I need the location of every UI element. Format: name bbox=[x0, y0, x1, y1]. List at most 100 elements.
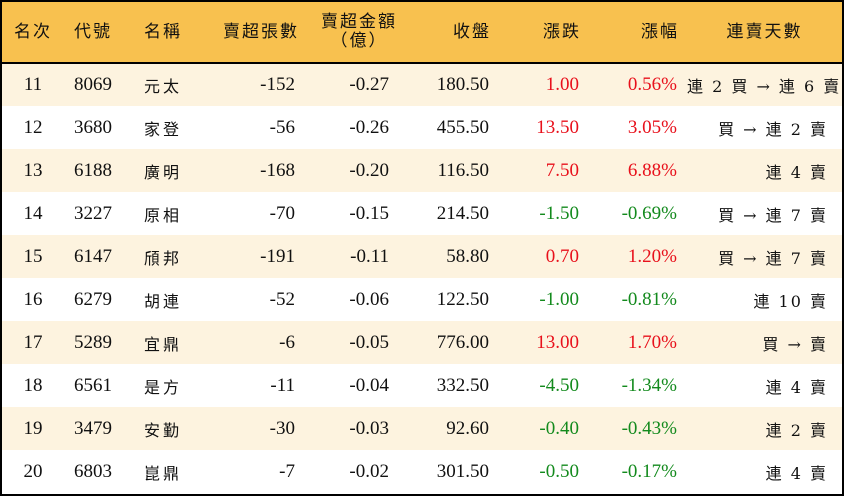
price-change-cell: 13.50 bbox=[536, 116, 579, 138]
sell-sheets-cell: -52 bbox=[269, 288, 295, 310]
stock-name-cell: 安勤 bbox=[144, 420, 183, 440]
stock-code-cell: 6561 bbox=[74, 374, 112, 396]
sell-streak-cell: 連 4 賣 bbox=[765, 162, 828, 182]
header-sell-amount-line1: 賣超金額 bbox=[321, 12, 397, 32]
header-sell-sheets: 賣超張數 bbox=[212, 2, 307, 64]
header-code: 代號 bbox=[64, 2, 126, 64]
sell-sheets-cell: -56 bbox=[269, 116, 295, 138]
stock-code-cell: 3227 bbox=[74, 202, 112, 224]
header-name: 名稱 bbox=[126, 2, 212, 64]
price-change-pct-cell: 6.88% bbox=[627, 159, 677, 181]
stock-code-cell: 5289 bbox=[74, 331, 112, 353]
price-change-cell: -1.00 bbox=[539, 288, 579, 310]
sell-amount-cell: -0.15 bbox=[349, 202, 389, 224]
rank-cell: 15 bbox=[23, 245, 43, 267]
close-price-cell: 214.50 bbox=[436, 202, 489, 224]
sell-streak-cell: 買 → 連 2 賣 bbox=[718, 119, 828, 139]
price-change-cell: -4.50 bbox=[539, 374, 579, 396]
close-price-cell: 180.50 bbox=[436, 74, 489, 95]
stock-name-cell: 廣明 bbox=[144, 162, 183, 182]
table-row: 19 3479 安勤 -30 -0.03 92.60 -0.40 -0.43% … bbox=[2, 407, 842, 450]
close-price-cell: 116.50 bbox=[437, 159, 489, 181]
rank-cell: 13 bbox=[23, 159, 43, 181]
close-price-cell: 776.00 bbox=[436, 331, 489, 353]
table-row: 18 6561 是方 -11 -0.04 332.50 -4.50 -1.34%… bbox=[2, 364, 842, 407]
rank-cell: 20 bbox=[23, 460, 43, 482]
sell-sheets-cell: -11 bbox=[270, 374, 295, 396]
table-row: 17 5289 宜鼎 -6 -0.05 776.00 13.00 1.70% 買… bbox=[2, 321, 842, 364]
table-row: 12 3680 家登 -56 -0.26 455.50 13.50 3.05% … bbox=[2, 106, 842, 149]
price-change-cell: 1.00 bbox=[545, 74, 579, 95]
sell-sheets-cell: -191 bbox=[260, 245, 295, 267]
rank-cell: 14 bbox=[23, 202, 43, 224]
stock-name-cell: 頎邦 bbox=[144, 248, 183, 268]
header-streak: 連賣天數 bbox=[687, 2, 842, 64]
sell-streak-cell: 買 → 賣 bbox=[762, 334, 828, 354]
sell-streak-cell: 連 2 賣 bbox=[765, 420, 828, 440]
stock-name-cell: 家登 bbox=[144, 119, 183, 139]
stock-name-cell: 胡連 bbox=[144, 291, 183, 311]
close-price-cell: 332.50 bbox=[436, 374, 489, 396]
rank-cell: 19 bbox=[23, 417, 43, 439]
table-header: 名次 代號 名稱 賣超張數 賣超金額 （億） 收盤 漲跌 漲幅 連賣天數 bbox=[2, 2, 842, 64]
stock-name-cell: 崑鼎 bbox=[144, 463, 183, 483]
table-body: 11 8069 元太 -152 -0.27 180.50 1.00 0.56% … bbox=[2, 63, 842, 493]
price-change-cell: -0.40 bbox=[539, 417, 579, 439]
price-change-pct-cell: -0.43% bbox=[621, 417, 677, 439]
sell-amount-cell: -0.27 bbox=[349, 74, 389, 95]
header-sell-amount: 賣超金額 （億） bbox=[307, 2, 407, 64]
table-row: 11 8069 元太 -152 -0.27 180.50 1.00 0.56% … bbox=[2, 63, 842, 106]
stock-code-cell: 6147 bbox=[74, 245, 112, 267]
table-row: 16 6279 胡連 -52 -0.06 122.50 -1.00 -0.81%… bbox=[2, 278, 842, 321]
header-change: 漲跌 bbox=[507, 2, 597, 64]
sell-sheets-cell: -6 bbox=[279, 331, 295, 353]
stock-name-cell: 元太 bbox=[144, 77, 183, 96]
rank-cell: 18 bbox=[23, 374, 43, 396]
price-change-cell: 0.70 bbox=[545, 245, 579, 267]
sell-amount-cell: -0.03 bbox=[349, 417, 389, 439]
sell-streak-cell: 連 4 賣 bbox=[765, 463, 828, 483]
sell-sheets-cell: -152 bbox=[260, 74, 295, 95]
sell-streak-cell: 連 4 賣 bbox=[765, 377, 828, 397]
price-change-pct-cell: -0.69% bbox=[621, 202, 677, 224]
sell-amount-cell: -0.20 bbox=[349, 159, 389, 181]
price-change-pct-cell: 3.05% bbox=[627, 116, 677, 138]
close-price-cell: 58.80 bbox=[446, 245, 489, 267]
sell-sheets-cell: -70 bbox=[269, 202, 295, 224]
close-price-cell: 301.50 bbox=[436, 460, 489, 482]
stock-name-cell: 原相 bbox=[144, 205, 183, 225]
stock-code-cell: 6803 bbox=[74, 460, 112, 482]
price-change-cell: 13.00 bbox=[536, 331, 579, 353]
table-row: 14 3227 原相 -70 -0.15 214.50 -1.50 -0.69%… bbox=[2, 192, 842, 235]
rank-cell: 16 bbox=[23, 288, 43, 310]
sell-sheets-cell: -168 bbox=[260, 159, 295, 181]
price-change-pct-cell: -0.81% bbox=[621, 288, 677, 310]
rank-cell: 11 bbox=[23, 74, 43, 95]
price-change-pct-cell: 0.56% bbox=[627, 74, 677, 95]
stock-code-cell: 8069 bbox=[74, 74, 112, 95]
price-change-cell: 7.50 bbox=[545, 159, 579, 181]
close-price-cell: 455.50 bbox=[436, 116, 489, 138]
table-row: 20 6803 崑鼎 -7 -0.02 301.50 -0.50 -0.17% … bbox=[2, 450, 842, 493]
sell-sheets-cell: -30 bbox=[269, 417, 295, 439]
sell-streak-cell: 買 → 連 7 賣 bbox=[718, 248, 828, 268]
sell-amount-cell: -0.04 bbox=[349, 374, 389, 396]
sell-amount-cell: -0.06 bbox=[349, 288, 389, 310]
sell-streak-cell: 連 10 賣 bbox=[753, 291, 828, 311]
sell-streak-cell: 買 → 連 7 賣 bbox=[718, 205, 828, 225]
price-change-pct-cell: -1.34% bbox=[621, 374, 677, 396]
stock-code-cell: 3479 bbox=[74, 417, 112, 439]
sell-streak-cell: 連 2 買 → 連 6 賣 bbox=[687, 77, 842, 96]
header-sell-amount-line2: （億） bbox=[330, 31, 388, 51]
sell-sheets-cell: -7 bbox=[279, 460, 295, 482]
sell-amount-cell: -0.02 bbox=[349, 460, 389, 482]
close-price-cell: 122.50 bbox=[436, 288, 489, 310]
price-change-pct-cell: 1.70% bbox=[627, 331, 677, 353]
sell-amount-cell: -0.26 bbox=[349, 116, 389, 138]
header-change-pct: 漲幅 bbox=[597, 2, 687, 64]
rank-cell: 12 bbox=[23, 116, 43, 138]
price-change-cell: -0.50 bbox=[539, 460, 579, 482]
stock-code-cell: 3680 bbox=[74, 116, 112, 138]
